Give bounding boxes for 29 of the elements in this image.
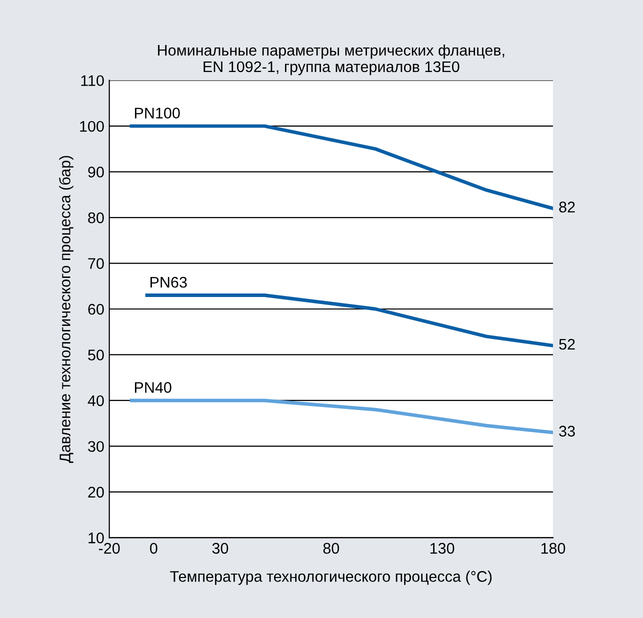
y-tick-label: 30	[88, 441, 104, 452]
x-tick-label: -20	[98, 542, 120, 554]
y-tick-label: 20	[88, 486, 104, 498]
x-tick-label: 130	[430, 542, 454, 554]
line-series	[130, 124, 553, 210]
y-tick-label: 40	[88, 395, 104, 406]
x-axis-title: Температура технологического процесса (°C)	[170, 570, 492, 585]
x-tick-label: 0	[150, 542, 158, 554]
line-series	[130, 398, 553, 434]
y-tick-label: 100	[80, 120, 104, 132]
line-series	[145, 294, 553, 348]
x-tick-label: 30	[212, 542, 228, 554]
y-tick-label: 10	[88, 532, 104, 544]
y-axis-title: Давление технологического процесса (бар)	[59, 156, 74, 463]
x-tick-label: 80	[323, 542, 340, 554]
data-label: 52	[559, 338, 575, 350]
y-tick-label: 110	[81, 75, 104, 86]
series-label: PN63	[150, 276, 187, 288]
y-tick-label: 70	[88, 258, 104, 269]
data-label: 82	[559, 202, 575, 212]
chart-title: Номинальные параметры метрических фланцев, EN 1092-1, группа материалов 13E0	[158, 44, 504, 76]
y-tick-label: 60	[88, 304, 104, 315]
y-tick-label: 80	[88, 212, 104, 224]
y-tick-label: 90	[88, 166, 104, 178]
series-label: PN40	[134, 382, 172, 393]
x-tick-label: 180	[541, 542, 566, 554]
y-tick-label: 50	[88, 350, 104, 360]
series-label: PN100	[134, 108, 180, 118]
data-label: 33	[559, 426, 575, 437]
